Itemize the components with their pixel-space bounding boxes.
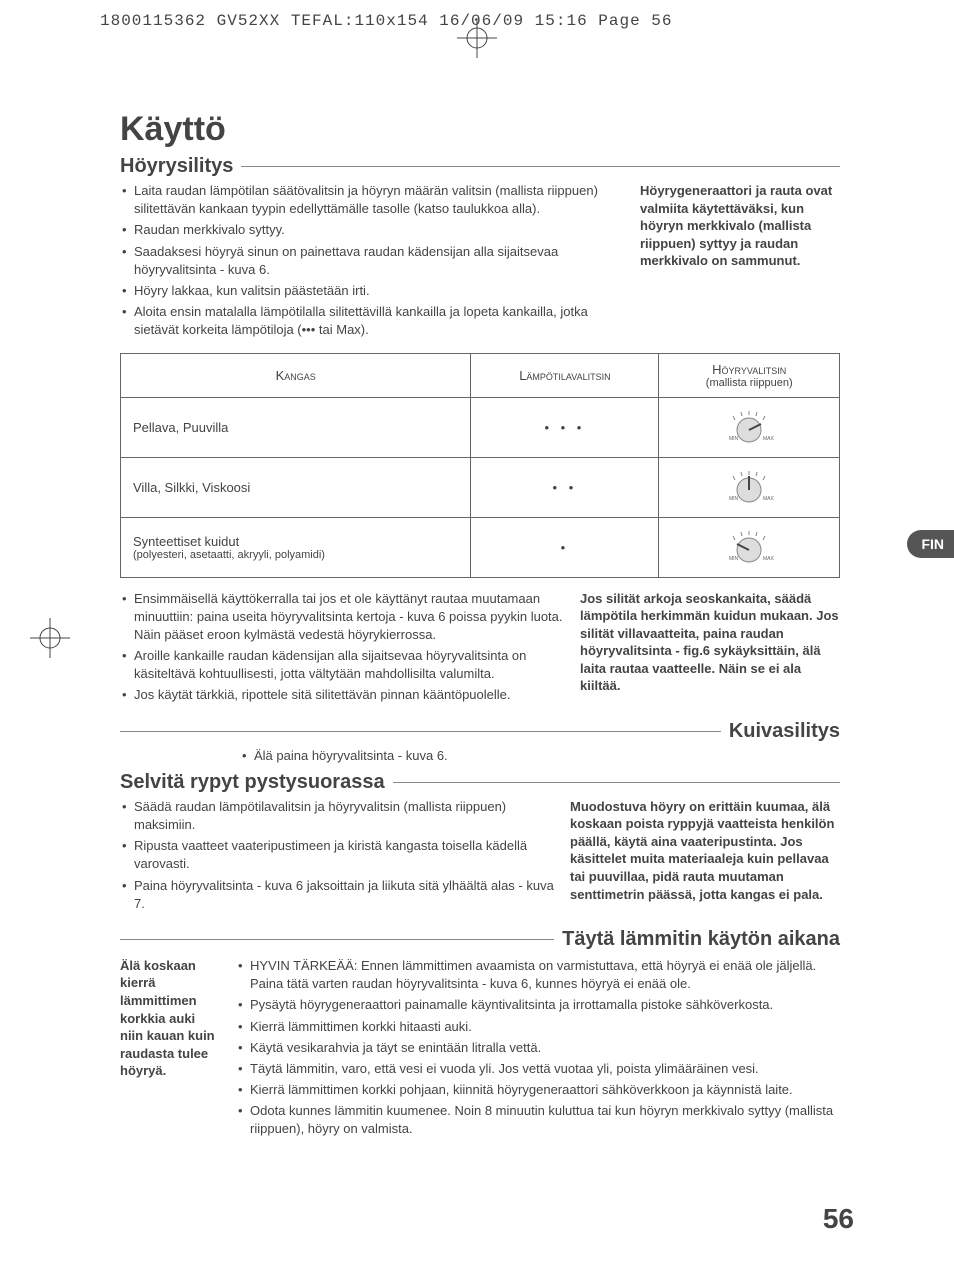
svg-text:MIN: MIN bbox=[729, 436, 739, 442]
list-item: Laita raudan lämpötilan säätövalitsin ja… bbox=[134, 182, 628, 218]
col-steam-sub: (mallista riippuen) bbox=[671, 377, 827, 389]
col-temp: Lämpötilavalitsin bbox=[471, 353, 659, 397]
svg-text:MIN: MIN bbox=[729, 496, 739, 502]
list-item: Paina höyryvalitsinta - kuva 6 jaksoitta… bbox=[134, 877, 558, 913]
crop-mark-left-icon bbox=[30, 618, 70, 658]
language-tab: FIN bbox=[907, 530, 954, 558]
section-vertical-steam-title: Selvitä rypyt pystysuorassa bbox=[120, 771, 840, 794]
delicate-fabric-note: Jos silität arkoja seoskankaita, säädä l… bbox=[580, 590, 840, 708]
temp-cell: • • • bbox=[471, 397, 659, 457]
list-item: Täytä lämmitin, varo, että vesi ei vuoda… bbox=[250, 1060, 840, 1078]
list-item: Ensimmäisellä käyttökerralla tai jos et … bbox=[134, 590, 568, 645]
steam-dial-high-icon: MIN MAX bbox=[719, 406, 779, 446]
list-item: Aroille kankaille raudan kädensijan alla… bbox=[134, 647, 568, 683]
dry-ironing-list: Älä paina höyryvalitsinta - kuva 6. bbox=[240, 747, 840, 765]
list-item: Saadaksesi höyryä sinun on painettava ra… bbox=[134, 243, 628, 279]
list-item: Älä paina höyryvalitsinta - kuva 6. bbox=[254, 747, 840, 765]
dial-cell: MIN MAX bbox=[659, 517, 840, 577]
list-item: Höyry lakkaa, kun valitsin päästetään ir… bbox=[134, 282, 628, 300]
section-refill-title: Täytä lämmitin käytön aikana bbox=[120, 928, 840, 951]
list-item: Ripusta vaatteet vaateripustimeen ja kir… bbox=[134, 837, 558, 873]
section-title-text: Täytä lämmitin käytön aikana bbox=[562, 928, 840, 951]
col-fabric: Kangas bbox=[121, 353, 471, 397]
dial-cell: MIN MAX bbox=[659, 457, 840, 517]
fabric-cell: Synteettiset kuidut (polyesteri, asetaat… bbox=[121, 517, 471, 577]
list-item: Aloita ensin matalalla lämpötilalla sili… bbox=[134, 303, 628, 339]
list-item: Raudan merkkivalo syttyy. bbox=[134, 221, 628, 239]
refill-warning-note: Älä koskaan kierrä lämmittimen korkkia a… bbox=[120, 957, 220, 1142]
list-item: Kierrä lämmittimen korkki hitaasti auki. bbox=[250, 1018, 840, 1036]
list-item: Säädä raudan lämpötilavalitsin ja höyryv… bbox=[134, 798, 558, 834]
rule-line bbox=[120, 731, 721, 732]
list-item: Kierrä lämmittimen korkki pohjaan, kiinn… bbox=[250, 1081, 840, 1099]
section-title-text: Höyrysilitys bbox=[120, 155, 233, 178]
hot-steam-warning: Muodostuva höyry on erittäin kuumaa, älä… bbox=[570, 798, 840, 916]
section-steam-ironing-title: Höyrysilitys bbox=[120, 155, 840, 178]
steam-dial-low-icon: MIN MAX bbox=[719, 526, 779, 566]
dial-cell: MIN MAX bbox=[659, 397, 840, 457]
temp-cell: • • bbox=[471, 457, 659, 517]
fabric-cell: Pellava, Puuvilla bbox=[121, 397, 471, 457]
list-item: HYVIN TÄRKEÄÄ: Ennen lämmittimen avaamis… bbox=[250, 957, 840, 993]
list-item: Käytä vesikarahvia ja täyt se enintään l… bbox=[250, 1039, 840, 1057]
vertical-steam-list: Säädä raudan lämpötilavalitsin ja höyryv… bbox=[120, 798, 558, 913]
col-steam-label: Höyryvalitsin bbox=[712, 362, 786, 377]
list-item: Odota kunnes lämmitin kuumenee. Noin 8 m… bbox=[250, 1102, 840, 1138]
rule-line bbox=[241, 166, 840, 167]
steam-dial-mid-icon: MIN MAX bbox=[719, 466, 779, 506]
temp-cell: • bbox=[471, 517, 659, 577]
svg-text:MIN: MIN bbox=[729, 556, 739, 562]
page-number: 56 bbox=[823, 1203, 854, 1235]
svg-text:MAX: MAX bbox=[763, 556, 775, 562]
table-row: Villa, Silkki, Viskoosi • • MIN MAX bbox=[121, 457, 840, 517]
fabric-settings-table: Kangas Lämpötilavalitsin Höyryvalitsin (… bbox=[120, 353, 840, 578]
fabric-sub: (polyesteri, asetaatti, akryyli, polyami… bbox=[133, 549, 458, 561]
steam-ironing-list: Laita raudan lämpötilan säätövalitsin ja… bbox=[120, 182, 628, 340]
svg-text:MAX: MAX bbox=[763, 496, 775, 502]
section-title-text: Selvitä rypyt pystysuorassa bbox=[120, 771, 385, 794]
steam-ready-note: Höyrygeneraattori ja rauta ovat valmiita… bbox=[640, 182, 840, 343]
col-steam: Höyryvalitsin (mallista riippuen) bbox=[659, 353, 840, 397]
list-item: Jos käytät tärkkiä, ripottele sitä silit… bbox=[134, 686, 568, 704]
page-content: Käyttö Höyrysilitys Laita raudan lämpöti… bbox=[120, 110, 840, 1142]
first-use-list: Ensimmäisellä käyttökerralla tai jos et … bbox=[120, 590, 568, 705]
table-row: Synteettiset kuidut (polyesteri, asetaat… bbox=[121, 517, 840, 577]
rule-line bbox=[120, 939, 554, 940]
table-row: Pellava, Puuvilla • • • MIN MAX bbox=[121, 397, 840, 457]
section-title-text: Kuivasilitys bbox=[729, 720, 840, 743]
refill-steps-list: HYVIN TÄRKEÄÄ: Ennen lämmittimen avaamis… bbox=[236, 957, 840, 1139]
fabric-name: Synteettiset kuidut bbox=[133, 534, 239, 549]
page-title: Käyttö bbox=[120, 110, 840, 149]
fabric-cell: Villa, Silkki, Viskoosi bbox=[121, 457, 471, 517]
print-header-meta: 1800115362 GV52XX TEFAL:110x154 16/06/09… bbox=[100, 12, 672, 30]
list-item: Pysäytä höyrygeneraattori painamalle käy… bbox=[250, 996, 840, 1014]
rule-line bbox=[393, 782, 840, 783]
section-dry-ironing-title: Kuivasilitys bbox=[120, 720, 840, 743]
crop-mark-top-icon bbox=[457, 18, 497, 58]
svg-text:MAX: MAX bbox=[763, 436, 775, 442]
